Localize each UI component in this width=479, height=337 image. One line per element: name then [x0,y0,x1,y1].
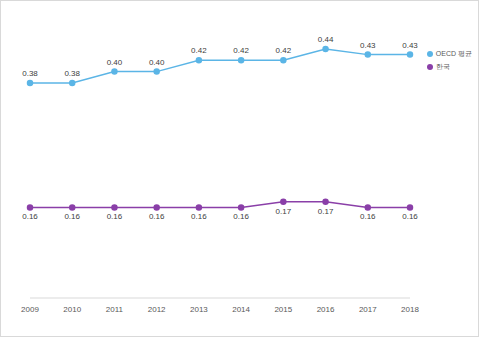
svg-text:2018: 2018 [401,305,419,314]
svg-text:2017: 2017 [359,305,377,314]
svg-text:0.43: 0.43 [402,41,418,50]
svg-text:0.16: 0.16 [402,212,418,221]
svg-text:0.40: 0.40 [149,58,165,67]
svg-text:2011: 2011 [106,305,124,314]
svg-text:0.40: 0.40 [107,58,123,67]
svg-text:0.16: 0.16 [107,212,123,221]
svg-text:0.16: 0.16 [149,212,165,221]
html-text:한국: 한국 [435,63,450,70]
svg-text:0.16: 0.16 [64,212,80,221]
svg-text:0.16: 0.16 [191,212,207,221]
svg-text:0.42: 0.42 [191,46,207,55]
svg-text:0.17: 0.17 [276,207,292,216]
svg-text:0.16: 0.16 [233,212,249,221]
svg-text:0.38: 0.38 [64,69,80,78]
svg-text:0.44: 0.44 [318,35,334,44]
svg-text:0.16: 0.16 [360,212,376,221]
html-text:OECD 평균: OECD 평균 [435,50,472,57]
svg-text:0.38: 0.38 [22,69,38,78]
svg-text:2010: 2010 [63,305,81,314]
svg-text:0.43: 0.43 [360,41,376,50]
svg-text:2014: 2014 [232,305,250,314]
svg-text:2009: 2009 [21,305,39,314]
svg-text:2016: 2016 [317,305,335,314]
svg-text:0.16: 0.16 [22,212,38,221]
svg-text:2012: 2012 [148,305,166,314]
svg-text:2013: 2013 [190,305,208,314]
svg-text:0.17: 0.17 [318,207,334,216]
svg-text:0.42: 0.42 [276,46,292,55]
svg-text:2015: 2015 [274,305,292,314]
svg-text:0.42: 0.42 [233,46,249,55]
